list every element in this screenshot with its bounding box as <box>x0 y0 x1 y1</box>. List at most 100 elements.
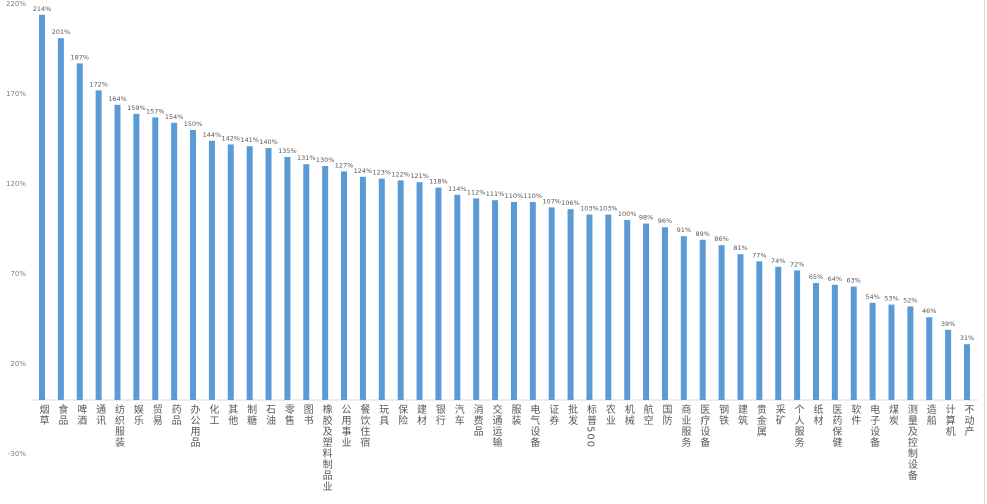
bar <box>510 202 517 400</box>
bar <box>416 182 423 400</box>
data-label: 31% <box>960 334 974 342</box>
bar <box>964 344 970 400</box>
y-tick-label: 120% <box>6 180 26 188</box>
y-tick-label: 20% <box>10 360 26 368</box>
category-label: 啤酒 <box>74 404 86 426</box>
data-label: 91% <box>677 226 691 234</box>
bar <box>888 304 895 400</box>
data-label: 114% <box>448 185 467 193</box>
category-label: 娱乐 <box>131 404 143 426</box>
data-label: 77% <box>752 251 766 259</box>
bar <box>246 146 253 400</box>
data-label: 164% <box>108 95 127 103</box>
category-label: 个人服务 <box>792 404 804 448</box>
data-label: 135% <box>278 147 297 155</box>
category-label: 保险 <box>395 404 407 426</box>
data-label: 124% <box>354 167 373 175</box>
bar <box>492 200 499 400</box>
bar <box>586 214 593 400</box>
data-label: 89% <box>695 230 709 238</box>
data-label: 140% <box>259 138 278 146</box>
data-label: 123% <box>372 169 391 177</box>
data-label: 144% <box>203 131 222 139</box>
data-label: 154% <box>165 113 184 121</box>
category-label: 烟草 <box>37 404 48 426</box>
category-label: 消费品 <box>471 404 483 437</box>
category-label: 航空 <box>641 404 653 426</box>
bar <box>605 214 612 400</box>
bar <box>227 144 234 400</box>
bar <box>529 202 536 400</box>
bar <box>454 194 461 400</box>
bar <box>133 113 140 401</box>
data-label: 53% <box>884 295 898 303</box>
data-label: 141% <box>240 136 259 144</box>
category-label: 零售 <box>282 404 294 426</box>
category-label: 煤炭 <box>886 404 898 426</box>
bar <box>907 306 914 400</box>
data-label: 110% <box>505 192 524 200</box>
data-label: 130% <box>316 156 335 164</box>
bar <box>190 130 197 400</box>
category-label: 不动产 <box>962 404 973 437</box>
bar <box>171 122 178 401</box>
data-label: 187% <box>70 53 89 61</box>
data-label: 131% <box>297 154 316 162</box>
data-label: 159% <box>127 104 146 112</box>
bar <box>737 254 744 400</box>
category-label: 建材 <box>414 404 426 426</box>
category-label: 通讯 <box>93 404 105 426</box>
category-label: 食品 <box>55 404 67 426</box>
bar <box>926 317 933 400</box>
data-label: 121% <box>410 172 429 180</box>
data-label: 96% <box>658 217 672 225</box>
bar <box>699 239 706 400</box>
data-label: 54% <box>865 293 879 301</box>
data-label: 214% <box>33 5 52 13</box>
y-tick-label: 170% <box>6 90 26 98</box>
data-label: 106% <box>561 199 580 207</box>
bar <box>869 302 876 400</box>
category-label: 纸材 <box>810 404 822 426</box>
data-label: 64% <box>828 275 842 283</box>
data-label: 103% <box>580 205 599 213</box>
data-label: 86% <box>714 235 728 243</box>
data-label: 81% <box>733 244 747 252</box>
data-label: 65% <box>809 273 823 281</box>
data-label: 157% <box>146 107 165 115</box>
bar <box>378 178 385 400</box>
category-label: 纺织服装 <box>112 404 124 448</box>
data-label: 110% <box>524 192 543 200</box>
category-label: 商业服务 <box>678 404 690 448</box>
category-label: 图书 <box>301 404 313 426</box>
bar <box>57 38 64 400</box>
category-label: 电子设备 <box>867 404 879 448</box>
bar <box>775 266 782 400</box>
category-label: 制糖 <box>244 404 256 426</box>
data-label: 150% <box>184 120 203 128</box>
data-label: 103% <box>599 205 618 213</box>
bar <box>661 227 668 400</box>
bar <box>114 104 121 401</box>
bar <box>265 148 272 400</box>
bar <box>303 164 310 400</box>
data-label: 100% <box>618 210 637 218</box>
bar <box>95 90 102 401</box>
category-label: 测量及控制设备 <box>905 404 917 481</box>
data-label: 63% <box>847 277 861 285</box>
bar <box>435 187 442 400</box>
bar <box>812 283 819 400</box>
bar <box>548 207 555 400</box>
category-label: 国防 <box>659 404 671 426</box>
category-label: 电气设备 <box>527 404 539 448</box>
data-label: 122% <box>391 170 410 178</box>
data-label: 142% <box>221 134 240 142</box>
category-label: 贸易 <box>150 404 162 426</box>
category-label: 公用事业 <box>339 404 351 448</box>
category-label: 贵金属 <box>754 404 766 437</box>
data-label: 118% <box>429 178 448 186</box>
bar <box>341 171 348 400</box>
bar <box>152 117 159 401</box>
category-label: 医药保健 <box>829 404 841 448</box>
